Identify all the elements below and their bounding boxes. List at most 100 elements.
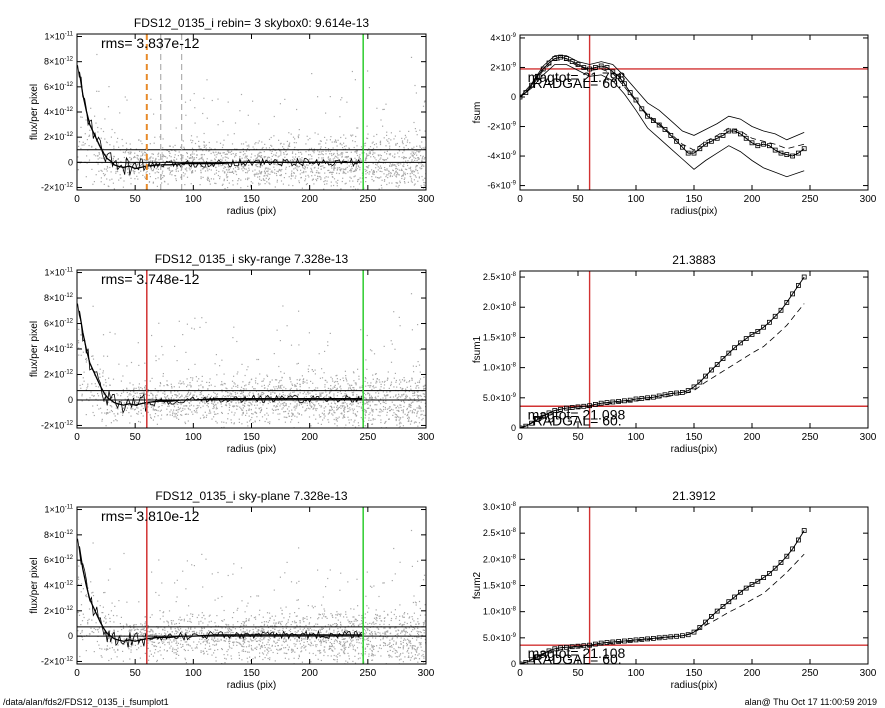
scatter-point xyxy=(395,165,397,168)
scatter-point xyxy=(391,165,393,167)
scatter-point xyxy=(364,168,366,171)
scatter-point xyxy=(130,407,132,409)
scatter-point xyxy=(161,414,163,416)
scatter-point xyxy=(360,329,362,331)
scatter-point xyxy=(261,621,263,624)
scatter-point xyxy=(99,647,101,650)
scatter-point xyxy=(282,407,284,409)
scatter-point xyxy=(256,416,258,418)
x-tick-label: 250 xyxy=(802,194,819,205)
scatter-point xyxy=(200,396,203,399)
scatter-point xyxy=(424,148,426,150)
scatter-point xyxy=(418,176,420,178)
x-tick-label: 300 xyxy=(860,194,877,205)
scatter-point xyxy=(118,179,120,181)
scatter-point xyxy=(323,414,325,416)
scatter-point xyxy=(311,390,313,392)
scatter-point xyxy=(328,158,330,161)
chart-title: FDS12_0135_i rebin= 3 skybox0: 9.614e-13 xyxy=(134,16,369,30)
scatter-point xyxy=(289,392,292,394)
scatter-point xyxy=(164,396,166,398)
scatter-point xyxy=(352,134,354,136)
scatter-point xyxy=(126,99,128,101)
scatter-point xyxy=(404,379,406,381)
scatter-point xyxy=(103,168,106,170)
scatter-point xyxy=(339,621,342,623)
scatter-point xyxy=(196,646,198,648)
scatter-point xyxy=(408,655,410,657)
scatter-point xyxy=(371,423,373,425)
scatter-point xyxy=(322,419,324,421)
scatter-point xyxy=(366,643,368,646)
scatter-point xyxy=(257,160,259,162)
scatter-point xyxy=(287,145,289,147)
data-marker xyxy=(772,147,778,153)
scatter-point xyxy=(207,176,209,178)
scatter-point xyxy=(177,406,179,408)
scatter-point xyxy=(248,383,250,385)
scatter-point xyxy=(217,413,219,415)
scatter-point xyxy=(103,355,105,357)
scatter-point xyxy=(418,636,420,638)
scatter-point xyxy=(390,172,392,174)
scatter-point xyxy=(350,135,353,137)
scatter-point xyxy=(162,154,164,156)
scatter-point xyxy=(109,179,111,181)
scatter-point xyxy=(361,637,363,639)
scatter-point xyxy=(367,155,369,157)
scatter-point xyxy=(221,146,224,149)
scatter-point xyxy=(182,334,184,336)
scatter-point xyxy=(107,395,109,397)
scatter-point xyxy=(225,390,227,393)
scatter-point xyxy=(379,158,381,160)
scatter-point xyxy=(258,166,260,168)
scatter-point xyxy=(168,167,170,169)
scatter-point xyxy=(397,168,399,170)
scatter-point xyxy=(176,409,178,411)
scatter-point xyxy=(242,148,244,150)
scatter-point xyxy=(248,620,250,622)
scatter-point xyxy=(283,177,285,179)
scatter-point xyxy=(212,151,214,153)
scatter-point xyxy=(168,169,170,171)
scatter-point xyxy=(350,384,352,386)
scatter-point xyxy=(117,170,119,173)
scatter-point xyxy=(294,159,296,161)
plot-area xyxy=(77,34,426,190)
scatter-point xyxy=(340,188,342,190)
scatter-point xyxy=(399,654,401,656)
y-axis-label: flux/per pixel xyxy=(29,321,40,377)
scatter-point xyxy=(358,378,360,380)
scatter-point xyxy=(310,401,312,403)
scatter-point xyxy=(270,158,272,160)
scatter-point xyxy=(220,165,222,167)
scatter-point xyxy=(86,155,88,157)
scatter-point xyxy=(292,391,294,393)
scatter-point xyxy=(344,168,346,171)
scatter-point xyxy=(291,152,294,154)
scatter-point xyxy=(369,384,371,387)
scatter-point xyxy=(400,381,402,383)
scatter-point xyxy=(303,172,305,174)
scatter-point xyxy=(145,172,147,174)
scatter-point xyxy=(296,404,298,406)
scatter-point xyxy=(342,152,344,154)
scatter-point xyxy=(380,176,382,178)
x-tick-label: 0 xyxy=(74,432,80,443)
scatter-point xyxy=(335,141,337,143)
scatter-point xyxy=(203,653,205,655)
scatter-point xyxy=(417,324,419,326)
scatter-point xyxy=(160,654,162,656)
scatter-point xyxy=(405,136,407,138)
scatter-point xyxy=(190,139,192,141)
scatter-point xyxy=(98,644,100,646)
scatter-point xyxy=(249,402,251,404)
scatter-point xyxy=(340,405,342,407)
scatter-point xyxy=(244,374,246,377)
scatter-point xyxy=(395,395,397,397)
scatter-point xyxy=(326,394,328,396)
scatter-point xyxy=(215,639,217,642)
scatter-point xyxy=(174,144,176,146)
scatter-point xyxy=(291,651,293,653)
scatter-point xyxy=(176,395,178,397)
